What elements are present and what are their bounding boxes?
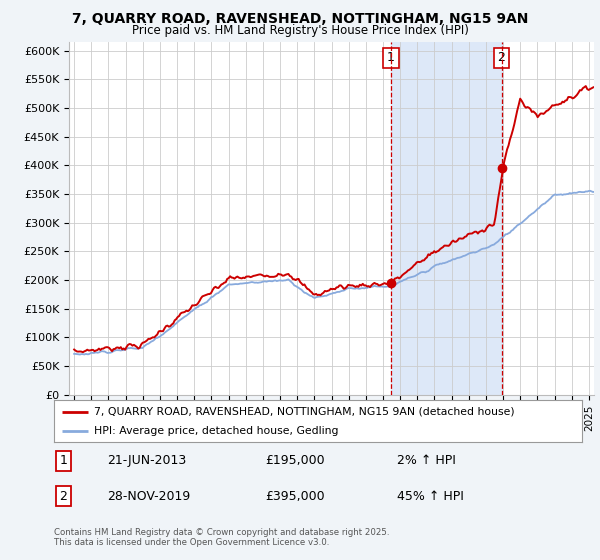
Text: 45% ↑ HPI: 45% ↑ HPI: [397, 490, 464, 503]
Text: HPI: Average price, detached house, Gedling: HPI: Average price, detached house, Gedl…: [94, 426, 338, 436]
Text: 2: 2: [59, 490, 67, 503]
Text: 7, QUARRY ROAD, RAVENSHEAD, NOTTINGHAM, NG15 9AN: 7, QUARRY ROAD, RAVENSHEAD, NOTTINGHAM, …: [72, 12, 528, 26]
Bar: [391, 42, 502, 395]
Text: 28-NOV-2019: 28-NOV-2019: [107, 490, 190, 503]
Text: £195,000: £195,000: [265, 454, 325, 468]
Text: 21-JUN-2013: 21-JUN-2013: [107, 454, 186, 468]
Text: 2% ↑ HPI: 2% ↑ HPI: [397, 454, 456, 468]
Text: 1: 1: [387, 52, 395, 64]
Text: Price paid vs. HM Land Registry's House Price Index (HPI): Price paid vs. HM Land Registry's House …: [131, 24, 469, 36]
Text: £395,000: £395,000: [265, 490, 325, 503]
Text: Contains HM Land Registry data © Crown copyright and database right 2025.
This d: Contains HM Land Registry data © Crown c…: [54, 528, 389, 547]
Text: 2: 2: [497, 52, 505, 64]
Text: 7, QUARRY ROAD, RAVENSHEAD, NOTTINGHAM, NG15 9AN (detached house): 7, QUARRY ROAD, RAVENSHEAD, NOTTINGHAM, …: [94, 407, 514, 417]
Text: 1: 1: [59, 454, 67, 468]
